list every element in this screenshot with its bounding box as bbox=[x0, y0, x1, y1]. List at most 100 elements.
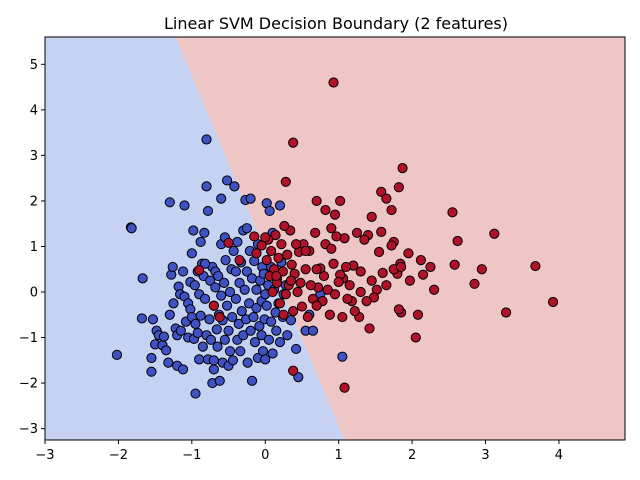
data-point-class-1 bbox=[547, 296, 559, 308]
data-point-class-0 bbox=[146, 366, 157, 377]
data-point-class-0 bbox=[194, 354, 205, 365]
data-point-class-0 bbox=[221, 300, 233, 311]
data-point-class-0 bbox=[271, 325, 282, 336]
data-point-class-1 bbox=[386, 204, 397, 216]
data-point-class-0 bbox=[177, 266, 189, 277]
data-point-class-1 bbox=[280, 176, 291, 187]
x-tick-label: −1 bbox=[182, 448, 201, 463]
data-point-class-1 bbox=[300, 264, 311, 275]
data-point-class-1 bbox=[320, 204, 331, 216]
data-point-class-0 bbox=[274, 200, 286, 211]
data-point-class-0 bbox=[248, 311, 259, 323]
data-point-class-0 bbox=[245, 193, 256, 204]
data-point-class-0 bbox=[210, 282, 221, 293]
data-point-class-1 bbox=[329, 289, 341, 300]
data-point-class-0 bbox=[239, 284, 250, 295]
data-point-class-0 bbox=[227, 355, 239, 366]
data-point-class-1 bbox=[361, 296, 372, 307]
data-point-class-0 bbox=[192, 327, 203, 339]
data-point-class-1 bbox=[337, 311, 348, 323]
data-point-class-1 bbox=[376, 226, 387, 237]
data-point-class-1 bbox=[278, 309, 289, 320]
data-point-class-1 bbox=[340, 261, 352, 273]
data-point-class-1 bbox=[489, 228, 500, 239]
data-point-class-0 bbox=[221, 175, 233, 186]
x-tick-label: −3 bbox=[35, 448, 54, 463]
data-point-class-0 bbox=[251, 284, 262, 295]
data-point-class-1 bbox=[266, 245, 277, 257]
data-point-class-0 bbox=[214, 375, 225, 386]
data-point-class-1 bbox=[404, 275, 415, 286]
data-point-class-0 bbox=[137, 273, 148, 284]
data-point-class-1 bbox=[333, 276, 344, 288]
data-point-class-0 bbox=[260, 354, 271, 365]
data-point-class-1 bbox=[326, 223, 337, 234]
data-point-class-1 bbox=[285, 275, 297, 286]
data-point-class-1 bbox=[288, 137, 299, 148]
data-point-class-1 bbox=[530, 260, 541, 272]
y-tick-label: −3 bbox=[19, 422, 38, 437]
data-point-class-1 bbox=[288, 306, 299, 317]
data-point-class-0 bbox=[164, 197, 175, 208]
data-point-class-0 bbox=[201, 181, 212, 192]
data-point-class-0 bbox=[227, 311, 238, 323]
data-point-class-1 bbox=[381, 280, 392, 291]
data-point-class-1 bbox=[425, 261, 436, 273]
x-tick-label: 4 bbox=[555, 448, 563, 463]
data-point-class-0 bbox=[179, 200, 190, 211]
data-point-class-1 bbox=[322, 284, 333, 295]
data-point-class-0 bbox=[233, 318, 244, 329]
data-point-class-0 bbox=[267, 348, 278, 359]
x-tick-label: 0 bbox=[261, 448, 269, 463]
data-point-class-0 bbox=[224, 286, 236, 298]
data-point-class-1 bbox=[288, 365, 299, 376]
data-point-class-0 bbox=[219, 334, 230, 345]
data-point-class-0 bbox=[229, 181, 240, 192]
y-tick-label: 4 bbox=[30, 103, 38, 118]
data-point-class-0 bbox=[213, 270, 224, 282]
data-point-class-0 bbox=[241, 223, 252, 234]
data-point-class-1 bbox=[276, 239, 287, 250]
data-point-class-1 bbox=[305, 280, 316, 291]
data-point-class-0 bbox=[245, 325, 256, 336]
data-point-class-1 bbox=[393, 182, 404, 193]
data-point-class-1 bbox=[300, 245, 311, 257]
data-point-class-1 bbox=[381, 193, 392, 204]
data-point-class-1 bbox=[280, 289, 291, 300]
data-point-class-1 bbox=[274, 298, 286, 309]
data-point-class-1 bbox=[344, 280, 355, 291]
data-point-class-1 bbox=[386, 240, 397, 251]
data-point-class-0 bbox=[208, 355, 219, 366]
data-point-class-0 bbox=[290, 343, 302, 355]
data-point-class-1 bbox=[290, 239, 302, 250]
data-point-class-1 bbox=[447, 207, 458, 218]
data-point-class-1 bbox=[373, 246, 385, 258]
data-point-class-0 bbox=[211, 324, 222, 335]
y-tick-label: 0 bbox=[30, 286, 38, 301]
data-point-class-0 bbox=[242, 357, 253, 368]
data-point-class-1 bbox=[326, 243, 337, 254]
data-point-class-0 bbox=[216, 290, 227, 301]
data-point-class-1 bbox=[234, 255, 245, 266]
data-point-class-1 bbox=[339, 382, 350, 393]
data-point-class-1 bbox=[311, 300, 322, 311]
data-point-class-1 bbox=[273, 252, 284, 263]
data-point-class-0 bbox=[264, 205, 275, 217]
data-point-class-1 bbox=[366, 275, 377, 286]
data-point-class-0 bbox=[195, 310, 206, 321]
data-point-class-1 bbox=[377, 267, 388, 278]
data-point-class-1 bbox=[364, 323, 375, 334]
data-point-class-1 bbox=[366, 211, 377, 222]
data-point-class-0 bbox=[234, 277, 245, 288]
data-point-class-0 bbox=[204, 314, 215, 325]
x-tick-label: 2 bbox=[408, 448, 416, 463]
data-point-class-1 bbox=[328, 258, 339, 269]
data-point-class-0 bbox=[136, 313, 148, 324]
data-point-class-1 bbox=[349, 306, 360, 317]
data-point-class-0 bbox=[246, 375, 258, 386]
data-point-class-1 bbox=[324, 309, 335, 320]
data-point-class-1 bbox=[415, 255, 426, 266]
data-point-class-0 bbox=[282, 330, 293, 341]
data-point-class-0 bbox=[146, 352, 157, 364]
region-class-1 bbox=[175, 37, 625, 440]
